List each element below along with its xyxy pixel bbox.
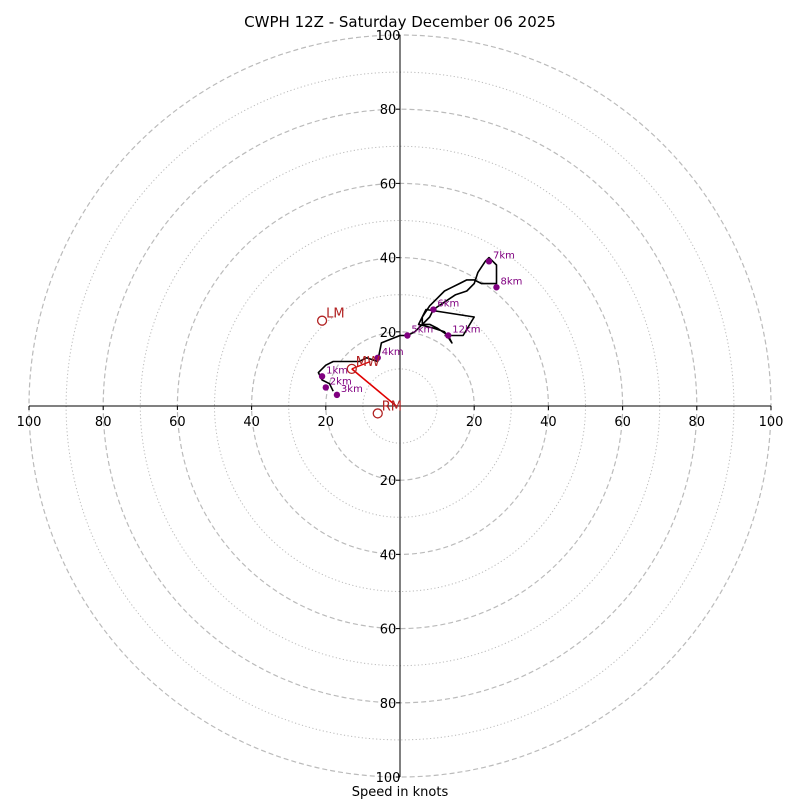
storm-motion-marker xyxy=(316,315,328,326)
x-tick-label: 40 xyxy=(540,415,557,430)
tick-labels: 100 80 60 40 20 20 40 60 80 100 100 80 60 40 20 20 40 60 8… xyxy=(17,29,784,786)
height-marker-dot xyxy=(445,332,452,339)
height-marker-label: 3km xyxy=(341,384,363,395)
x-tick-label: 100 xyxy=(759,415,784,430)
y-tick-label: 80 xyxy=(380,697,397,712)
height-marker-dot xyxy=(493,284,500,291)
height-marker-dot xyxy=(318,373,326,380)
storm-motion-label: MW xyxy=(356,355,380,370)
y-tick-label: 60 xyxy=(380,623,397,638)
x-tick-label: 80 xyxy=(689,415,706,430)
height-marker-label: 12km xyxy=(452,325,480,336)
storm-motion-marker xyxy=(346,363,357,375)
height-marker-dot xyxy=(374,354,381,361)
x-tick-label: 20 xyxy=(466,415,483,430)
y-tick-label: 100 xyxy=(376,29,401,44)
x-axis-label: Speed in knots xyxy=(352,785,449,800)
height-marker-dot xyxy=(430,306,437,313)
height-marker-label: 8km xyxy=(500,276,522,287)
height-marker-dot xyxy=(333,391,341,399)
y-tick-label: 20 xyxy=(380,474,397,489)
storm-motion-label: LM xyxy=(326,307,344,322)
height-marker-dot xyxy=(404,332,411,339)
mean-wind-vector xyxy=(351,368,397,407)
x-tick-label: 60 xyxy=(169,415,186,430)
height-marker-label: 1km xyxy=(326,365,348,376)
x-tick-label: 20 xyxy=(318,415,335,430)
storm-motions: LM RM MW xyxy=(316,307,402,419)
y-tick-label: 60 xyxy=(380,177,397,192)
storm-motion-marker xyxy=(372,408,383,419)
y-tick-label: 40 xyxy=(380,548,397,563)
height-marker-dot xyxy=(485,258,493,265)
x-tick-label: 100 xyxy=(17,415,42,430)
x-tick-label: 60 xyxy=(614,415,631,430)
shear-vector xyxy=(351,360,371,370)
height-marker-label: 4km xyxy=(382,347,404,358)
storm-motion-label: RM xyxy=(382,399,402,414)
height-marker-label: 7km xyxy=(493,250,515,261)
x-tick-label: 40 xyxy=(243,415,260,430)
y-tick-label: 100 xyxy=(376,771,401,786)
chart-title: CWPH 12Z - Saturday December 06 2025 xyxy=(244,13,556,31)
axes xyxy=(29,35,771,777)
y-tick-label: 40 xyxy=(380,252,397,267)
height-marker-dot xyxy=(322,384,329,391)
height-marker-label: 5km xyxy=(411,325,433,336)
height-marker-label: 6km xyxy=(437,299,459,310)
height-marker-label: 2km xyxy=(330,376,352,387)
y-tick-label: 80 xyxy=(380,103,397,118)
x-tick-label: 80 xyxy=(95,415,112,430)
y-tick-label: 20 xyxy=(380,326,397,341)
